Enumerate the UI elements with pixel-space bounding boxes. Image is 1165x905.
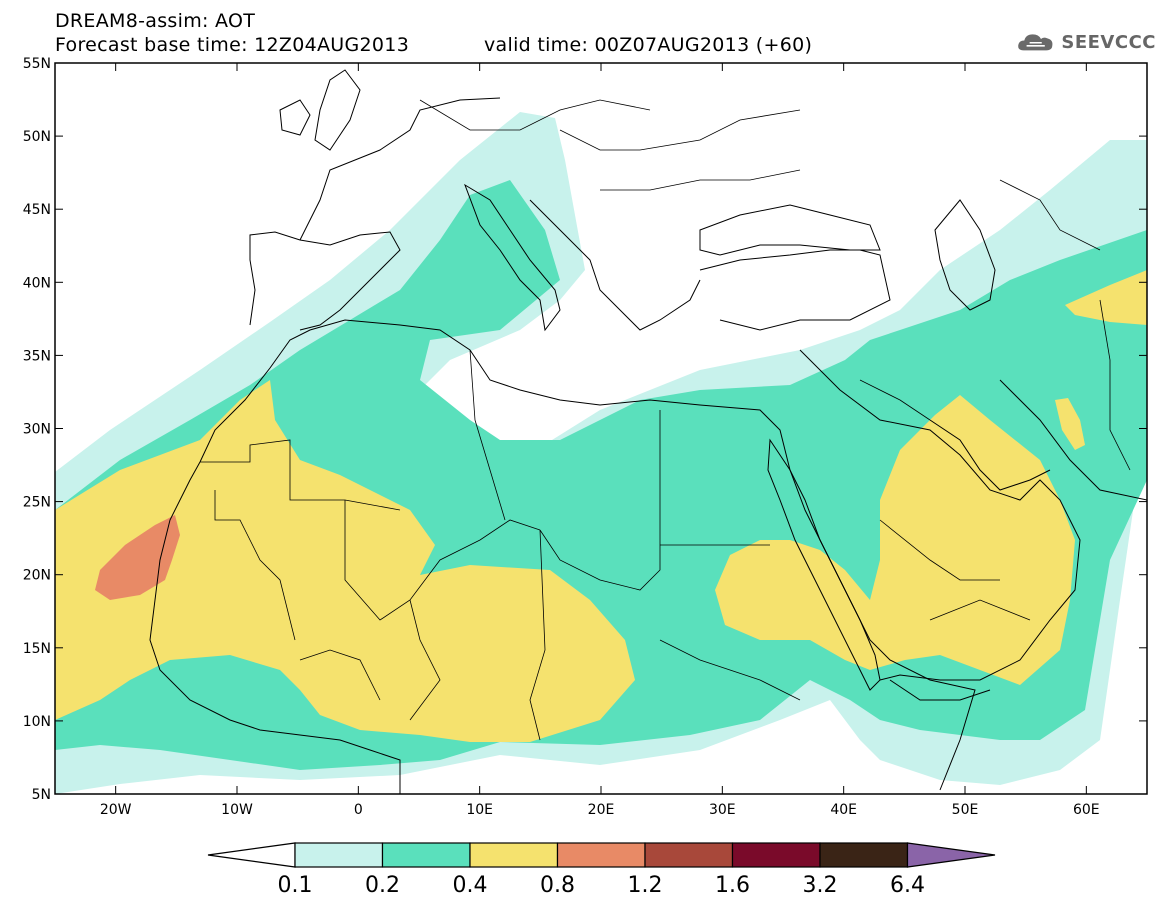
lat-label-50N: 50N [23, 129, 51, 145]
border [600, 169, 801, 191]
ireland-outline [279, 99, 311, 136]
lon-label-10E: 10E [466, 802, 493, 818]
italy-outline [464, 183, 561, 332]
lon-label-0: 0 [354, 802, 363, 818]
red-sea [767, 438, 881, 691]
iberia-coast [249, 231, 401, 331]
turkey-coast [699, 249, 891, 331]
aot-0.8-region [95, 515, 180, 600]
valid-time: valid time: 00Z07AUG2013 (+60) [484, 34, 813, 56]
lon-label-30E: 30E [709, 802, 736, 818]
forecast-base-time: Forecast base time: 12Z04AUG2013 [55, 34, 410, 56]
border [539, 410, 661, 591]
persian-gulf-coast [929, 419, 1051, 491]
lat-label-55N: 55N [23, 56, 51, 72]
aot-fields [55, 112, 1147, 794]
colorbar-level-label: 6.4 [890, 873, 925, 898]
colorbar-over-arrow [906, 842, 996, 868]
colorbar-level-label: 0.2 [365, 873, 400, 898]
lat-label-5N: 5N [32, 787, 51, 803]
axis-ticks [55, 62, 1147, 795]
colorbar-level-label: 3.2 [803, 873, 838, 898]
lat-label-30N: 30N [23, 422, 51, 438]
horn-of-africa [889, 679, 991, 701]
colorbar-level-label: 1.2 [628, 873, 663, 898]
lon-label-10W: 10W [221, 802, 253, 818]
aot-0.4-region-iran [1065, 270, 1147, 325]
colorbar-level-label: 0.8 [540, 873, 575, 898]
lat-label-20N: 20N [23, 568, 51, 584]
caspian-coast [934, 199, 996, 311]
seevccc-logo: SEEVCCC [1016, 24, 1156, 60]
colorbar-level-label: 0.4 [453, 873, 488, 898]
black-sea-coast [699, 204, 881, 256]
colorbar-under-arrow [207, 842, 296, 868]
border [469, 349, 506, 521]
lat-label-40N: 40N [23, 275, 51, 291]
colorbar-swatch [644, 842, 734, 868]
colorbar-swatch [819, 842, 909, 868]
colorbar-level-label: 1.6 [715, 873, 750, 898]
logo-text: SEEVCCC [1061, 31, 1156, 53]
lon-label-60E: 60E [1073, 802, 1100, 818]
border [559, 109, 801, 151]
border [419, 99, 651, 131]
border [659, 639, 801, 701]
coastlines [149, 69, 1147, 794]
lat-label-10N: 10N [23, 714, 51, 730]
border [344, 500, 541, 621]
border [529, 529, 546, 741]
africa-coastline [199, 319, 976, 791]
aot-0.4-region-gulf [1055, 398, 1085, 450]
arabia-coast [799, 349, 1081, 681]
colorbar-swatch [556, 842, 646, 868]
balkans-coast [529, 199, 701, 331]
border [859, 379, 931, 421]
border [879, 519, 1000, 581]
lat-label-35N: 35N [23, 348, 51, 364]
lon-label-20E: 20E [588, 802, 615, 818]
border [214, 490, 296, 641]
colorbar-swatch [731, 842, 821, 868]
lat-label-45N: 45N [23, 202, 51, 218]
border [929, 599, 1031, 621]
longitude-labels: 20W 10W 0 10E 20E 30E 40E 50E 60E [100, 802, 1100, 818]
colorbar-swatch [381, 842, 471, 868]
lon-label-20W: 20W [100, 802, 132, 818]
lon-label-40E: 40E [830, 802, 857, 818]
west-africa-coast [149, 461, 401, 794]
border [299, 649, 381, 701]
cloud-logo-icon [1018, 34, 1053, 51]
country-borders [200, 99, 1131, 741]
latitude-labels: 55N 50N 45N 40N 35N 30N 25N 20N 15N 10N 5N [23, 56, 51, 803]
colorbar-swatch [469, 842, 559, 868]
border [409, 599, 441, 721]
uk-outline [314, 69, 361, 151]
france-coast [299, 97, 501, 241]
map-title: DREAM8-assim: AOT [55, 10, 256, 32]
border [1099, 299, 1131, 471]
aot-colorbar: 0.1 0.2 0.4 0.8 1.2 1.6 3.2 6.4 [207, 842, 996, 898]
lon-label-50E: 50E [952, 802, 979, 818]
iran-coast [999, 379, 1147, 501]
lat-label-15N: 15N [23, 641, 51, 657]
lat-label-25N: 25N [23, 495, 51, 511]
colorbar-swatch [294, 842, 384, 868]
border [999, 179, 1101, 251]
aot-0.4-region-arabia [715, 395, 1075, 685]
colorbar-level-label: 0.1 [278, 873, 313, 898]
